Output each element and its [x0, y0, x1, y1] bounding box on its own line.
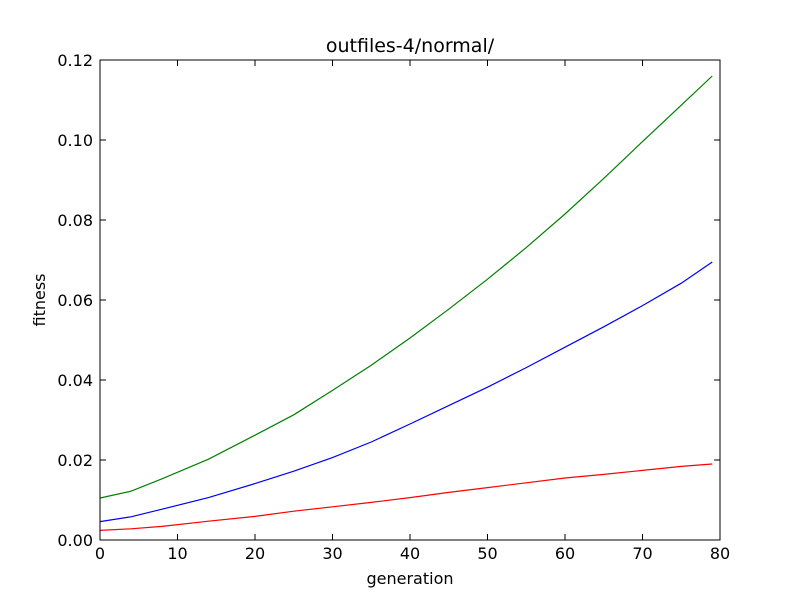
y-tick-label: 0.02	[57, 451, 93, 470]
y-axis-label: fitness	[30, 273, 49, 326]
x-tick-label: 10	[167, 544, 187, 563]
x-tick-label: 50	[477, 544, 497, 563]
x-tick-label: 40	[400, 544, 420, 563]
x-tick-label: 0	[95, 544, 105, 563]
x-tick-label: 60	[555, 544, 575, 563]
y-tick-label: 0.12	[57, 51, 93, 70]
x-tick-label: 70	[632, 544, 652, 563]
x-tick-label: 30	[322, 544, 342, 563]
series-layer	[99, 75, 713, 531]
y-tick-label: 0.04	[57, 371, 93, 390]
series-line-1	[99, 75, 713, 499]
plot-area-frame	[99, 59, 721, 541]
series-line-3	[99, 463, 713, 531]
y-tick-label: 0.08	[57, 211, 93, 230]
x-tick-label: 80	[710, 544, 730, 563]
y-axis: 0.00 0.02 0.04 0.06 0.08 0.10 0.12	[57, 51, 720, 550]
y-tick-label: 0.00	[57, 531, 93, 550]
series-line-2	[99, 261, 713, 523]
chart-title: outfiles-4/normal/	[326, 35, 495, 57]
x-axis: 0 10 20 30 40 50 60 70 80	[95, 60, 730, 563]
x-tick-label: 20	[245, 544, 265, 563]
y-tick-label: 0.06	[57, 291, 93, 310]
x-axis-label: generation	[366, 569, 453, 588]
y-tick-label: 0.10	[57, 131, 93, 150]
